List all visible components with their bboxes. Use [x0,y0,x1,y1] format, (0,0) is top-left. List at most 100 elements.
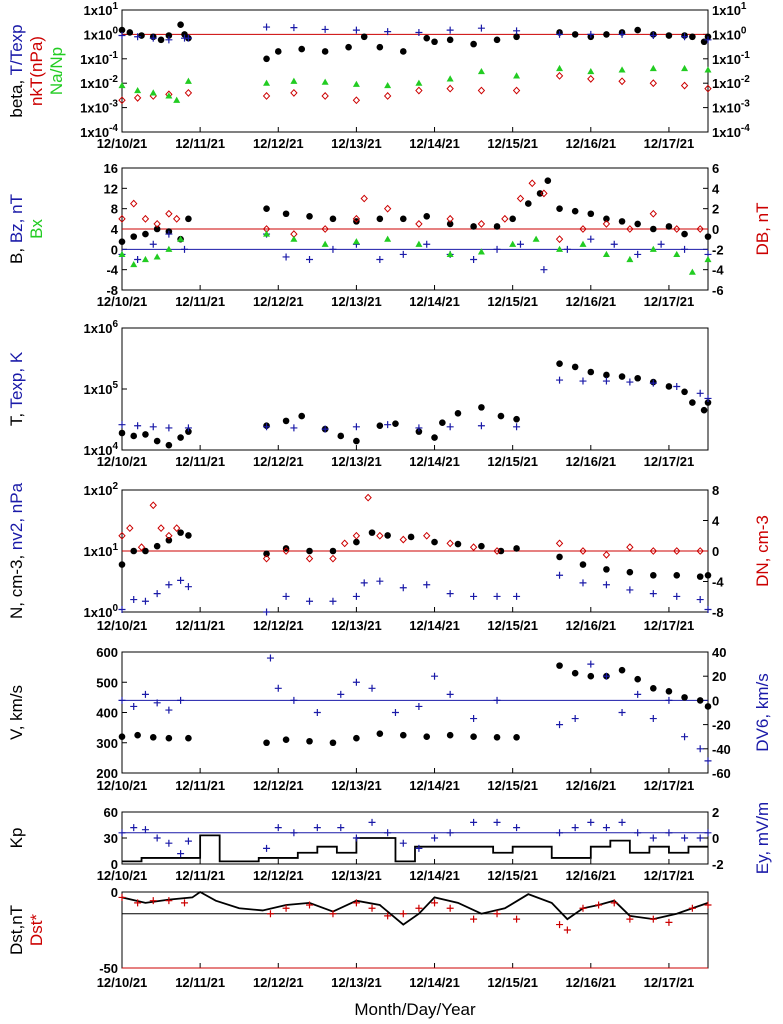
data-point [602,219,611,228]
data-point [263,608,271,616]
data-point [681,388,688,396]
data-point [352,214,361,223]
data-point [353,538,360,546]
data-point [345,43,352,51]
data-point [118,238,126,246]
x-tick-label: 12/17/21 [644,778,695,793]
data-point [157,36,165,44]
data-point [118,605,126,613]
data-point [556,245,564,252]
y-tick-label: 1x101 [84,1,119,18]
data-point [626,915,634,923]
data-point [407,533,415,541]
data-point [634,220,641,228]
data-point [689,33,696,41]
data-point [673,225,681,233]
series-bz [118,230,712,274]
x-tick-label: 12/13/21 [331,868,382,883]
y-tick-label: 1x10-4 [80,123,118,140]
data-point [603,31,610,38]
y-axis-label-secondary: Dst* [27,914,46,947]
data-point [446,539,454,548]
data-point [141,214,150,223]
data-point [446,731,454,739]
data-point [680,81,689,90]
data-point [118,96,126,105]
y-axis-label: N, cm-3, nv2, nPa [7,482,26,619]
data-point [298,45,306,53]
data-point [704,829,712,837]
data-point [688,904,696,912]
data-point [512,86,521,95]
data-point [618,30,626,38]
series-db [118,179,704,244]
y-tick-label: 1x101 [84,542,119,559]
data-point [149,501,157,510]
data-point [329,547,337,555]
data-point [329,215,337,223]
data-point [634,829,642,837]
data-point [689,399,696,406]
x-tick-label: 12/16/21 [565,618,616,633]
data-point [673,250,681,258]
data-point [446,84,454,93]
y-tick-label: 1x106 [84,319,119,336]
data-point [266,910,274,918]
data-point [165,230,173,238]
data-point [634,374,641,382]
data-point [704,703,712,710]
data-point [634,250,642,258]
data-point [352,26,360,34]
data-point [306,547,313,555]
x-tick-label: 12/15/21 [487,975,538,990]
data-point [376,531,384,540]
data-point [149,89,157,96]
right-y-tick-label: 40 [712,645,726,660]
data-point [352,238,360,245]
x-tick-label: 12/16/21 [565,975,616,990]
data-point [321,92,329,100]
x-tick-label: 12/11/21 [175,975,225,990]
data-point [153,699,161,707]
data-point [579,579,587,587]
x-tick-label: 12/15/21 [487,136,538,151]
data-point [509,215,516,223]
y-tick-label: 1x102 [84,481,119,498]
y-axis-label: Dst,nT [7,905,26,955]
data-point [262,554,271,563]
data-point [516,240,524,248]
data-point [126,29,134,36]
y-tick-label: 0 [111,885,118,900]
y-tick-label: 1x10-1 [80,50,118,67]
right-y-tick-label: 1x10-2 [712,74,750,91]
data-point [493,696,501,704]
x-tick-label: 12/14/21 [409,975,460,990]
data-point [513,734,520,741]
data-point [681,733,689,741]
data-point [556,360,563,367]
data-point [141,255,149,263]
data-point [610,240,618,248]
data-point [415,702,423,710]
data-point [360,33,368,41]
data-point [153,590,161,598]
data-point [579,547,587,555]
data-point [478,404,485,411]
data-point [376,256,384,263]
series-kp [122,834,708,863]
x-tick-label: 12/11/21 [175,868,225,883]
data-point [142,431,149,438]
data-point [134,731,141,739]
data-point [305,554,314,563]
right-y-tick-label: 20 [712,669,726,684]
data-point [423,34,431,42]
data-point [118,696,126,704]
x-tick-label: 12/17/21 [644,975,695,990]
data-point [149,240,157,248]
data-point [133,93,142,102]
right-y-tick-label: -2 [712,242,724,257]
x-tick-label: 12/12/21 [253,454,304,469]
data-point [556,571,564,579]
data-point [165,581,173,589]
